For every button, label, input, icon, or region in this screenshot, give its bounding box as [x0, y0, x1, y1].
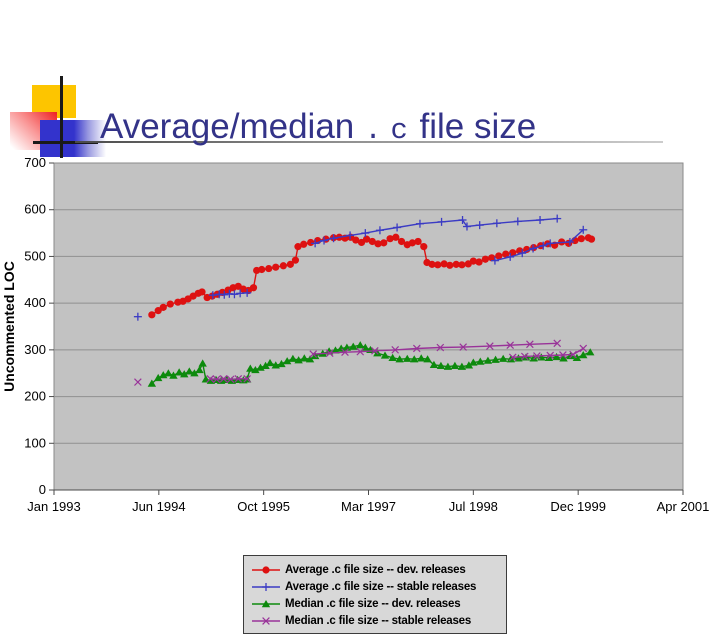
x-tick-label: Jan 1993 — [27, 499, 81, 514]
chart-legend: Average .c file size -- dev. releases Ave… — [243, 555, 507, 634]
data-point — [279, 262, 287, 270]
y-tick-label: 700 — [24, 155, 46, 170]
plot-area — [53, 162, 684, 491]
data-point — [587, 235, 596, 243]
chart: 0 100 200 300 400 500 600 700 Jan 1993 Jun 1994 Oc… — [0, 150, 720, 634]
legend-marker-circle — [252, 565, 280, 574]
deco-crosshair-vertical — [60, 76, 63, 158]
deco-blue-square — [40, 120, 74, 157]
data-point — [392, 233, 400, 241]
data-point — [291, 256, 300, 264]
data-point — [434, 261, 442, 269]
y-tick-label: 400 — [24, 295, 46, 310]
y-tick-label: 300 — [24, 342, 46, 357]
title-part-1: Average/median — [100, 107, 355, 147]
data-point — [380, 239, 388, 247]
data-point — [414, 237, 422, 246]
deco-crosshair-horizontal — [33, 141, 98, 144]
data-point — [258, 265, 266, 274]
data-point — [166, 300, 174, 308]
x-tick-label: Jun 1994 — [132, 499, 186, 514]
data-point — [286, 260, 294, 268]
data-point — [408, 239, 416, 247]
data-point — [265, 264, 273, 273]
legend-marker-triangle — [252, 599, 280, 607]
legend-label: Average .c file size -- stable releases — [285, 580, 477, 593]
data-point — [488, 254, 496, 262]
data-point — [469, 257, 477, 265]
data-point — [198, 288, 206, 296]
legend-label: Average .c file size -- dev. releases — [285, 563, 466, 576]
title-part-2: .c — [364, 114, 417, 148]
data-point — [148, 311, 156, 319]
legend-marker-x — [252, 616, 280, 625]
y-tick-label: 500 — [24, 248, 46, 263]
data-point — [458, 261, 466, 269]
data-point — [440, 260, 448, 268]
legend-item: Median .c file size -- dev. releases — [251, 595, 500, 612]
data-point — [495, 252, 503, 260]
y-axis-title: Uncommented LOC — [1, 261, 17, 392]
deco-blue-gradient — [74, 120, 106, 157]
legend-label: Median .c file size -- dev. releases — [285, 597, 461, 610]
data-point — [272, 263, 280, 271]
y-tick-label: 200 — [24, 389, 46, 404]
data-point — [420, 243, 428, 251]
series-x — [134, 339, 588, 386]
chart-canvas: 0 100 200 300 400 500 600 700 Jan 1993 Jun 1994 Oc… — [1, 155, 710, 514]
data-point — [249, 284, 258, 292]
data-point — [159, 303, 167, 311]
title-underline — [75, 141, 663, 143]
data-point — [481, 255, 490, 263]
data-point — [397, 237, 406, 246]
data-point — [475, 258, 483, 266]
data-point — [452, 260, 460, 268]
x-tick-label: Apr 2001 — [657, 499, 710, 514]
y-tick-label: 100 — [24, 435, 46, 450]
data-point — [502, 250, 510, 258]
data-point — [294, 243, 302, 251]
x-tick-label: Jul 1998 — [449, 499, 498, 514]
legend-item: Average .c file size -- stable releases — [251, 578, 500, 595]
page-title: Average/median .cfile size — [100, 107, 700, 147]
y-tick-label: 600 — [24, 202, 46, 217]
data-point — [428, 260, 436, 268]
legend-item: Average .c file size -- dev. releases — [251, 561, 500, 578]
data-point — [368, 237, 376, 246]
data-point — [577, 235, 585, 243]
x-tick-label: Dec 1999 — [550, 499, 606, 514]
data-point — [262, 565, 270, 574]
data-point — [386, 235, 394, 243]
data-point — [300, 240, 308, 248]
data-point — [352, 236, 360, 244]
x-tick-label: Oct 1995 — [237, 499, 290, 514]
series-plus — [133, 214, 588, 321]
legend-label: Median .c file size -- stable releases — [285, 614, 472, 627]
data-point — [446, 261, 454, 269]
data-point — [509, 249, 517, 257]
data-point — [374, 240, 382, 248]
legend-item: Median .c file size -- stable releases — [251, 612, 500, 629]
title-part-3: file size — [419, 107, 537, 147]
series-circle — [148, 233, 596, 319]
data-point — [307, 238, 315, 247]
y-tick-label: 0 — [39, 482, 46, 497]
legend-marker-plus — [252, 582, 280, 591]
x-tick-label: Mar 1997 — [341, 499, 396, 514]
data-point — [362, 235, 371, 243]
